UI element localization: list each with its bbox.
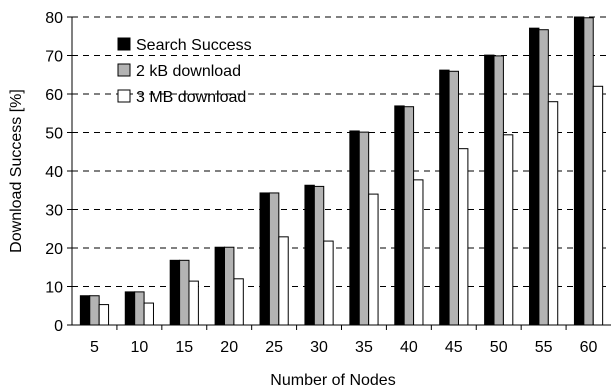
legend-label-2kb-download: 2 kB download: [136, 63, 241, 80]
x-tick-label-15: 15: [175, 339, 193, 356]
bar-search-success-50: [484, 54, 495, 326]
bar-3-mb-download-15: [188, 280, 199, 326]
y-tick-label-40: 40: [45, 164, 63, 181]
bar-search-success-10: [124, 291, 136, 326]
x-tick-label-40: 40: [400, 339, 418, 356]
x-tick-label-25: 25: [265, 339, 283, 356]
bar-search-success-45: [439, 69, 450, 326]
x-tick-label-55: 55: [535, 339, 553, 356]
bar-2-kb-download-20: [224, 246, 235, 326]
axes: [67, 16, 611, 330]
bar-2-kb-download-25: [268, 192, 280, 326]
x-tick-label-10: 10: [130, 339, 148, 356]
y-tick-label-60: 60: [45, 87, 63, 104]
bar-2-kb-download-10: [134, 291, 145, 326]
legend-label-search-success: Search Success: [136, 37, 252, 54]
y-tick-label-70: 70: [45, 49, 63, 66]
x-tick-label-50: 50: [490, 339, 508, 356]
legend-label-3mb-download: 3 MB download: [136, 89, 246, 106]
bar-3-mb-download-20: [233, 278, 244, 326]
bar-2-kb-download-5: [89, 295, 100, 326]
bar-search-success-35: [349, 130, 360, 326]
y-tick-label-20: 20: [45, 241, 63, 258]
y-tick-label-30: 30: [45, 203, 63, 220]
bar-search-success-40: [394, 105, 405, 326]
legend-swatch-3mb-download: [117, 89, 131, 103]
bar-2-kb-download-40: [403, 106, 415, 326]
bar-3-mb-download-55: [547, 101, 559, 326]
y-tick-label-80: 80: [45, 10, 63, 27]
bar-3-mb-download-45: [457, 148, 469, 326]
bar-3-mb-download-10: [143, 302, 154, 326]
bar-3-mb-download-40: [413, 179, 424, 326]
x-tick-label-30: 30: [310, 339, 328, 356]
x-tick-label-35: 35: [355, 339, 373, 356]
bar-3-mb-download-35: [368, 193, 379, 326]
x-tick-labels: 5 10 15 20 25 30 35 40 45 50 55 60: [90, 339, 598, 356]
bar-search-success-30: [304, 184, 315, 326]
bar-3-mb-download-25: [278, 236, 289, 326]
legend-swatch-2kb-download: [117, 63, 131, 77]
bar-2-kb-download-45: [448, 70, 459, 326]
bar-search-success-60: [573, 16, 585, 326]
bar-2-kb-download-15: [179, 259, 190, 326]
y-axis-title: Download Success [%]: [8, 89, 25, 253]
x-tick-label-45: 45: [445, 339, 463, 356]
bar-2-kb-download-35: [358, 131, 370, 326]
x-axis-title: Number of Nodes: [270, 372, 395, 389]
x-tick-label-5: 5: [90, 339, 99, 356]
x-tick-label-20: 20: [220, 339, 238, 356]
bar-2-kb-download-60: [583, 17, 594, 326]
bar-search-success-20: [214, 246, 226, 326]
bar-2-kb-download-50: [493, 55, 504, 326]
bar-3-mb-download-30: [323, 240, 334, 326]
bar-3-mb-download-60: [592, 85, 604, 326]
y-tick-label-50: 50: [45, 126, 63, 143]
legend: Search Success 2 kB download 3 MB downlo…: [117, 37, 252, 106]
y-tick-labels: 0 10 20 30 40 50 60 70 80: [45, 10, 63, 335]
x-tick-label-60: 60: [580, 339, 598, 356]
legend-swatch-search-success: [117, 37, 131, 51]
bar-2-kb-download-30: [313, 185, 325, 326]
y-tick-label-0: 0: [54, 318, 63, 335]
y-tick-label-10: 10: [45, 280, 63, 297]
bar-search-success-15: [169, 259, 181, 326]
bar-2-kb-download-55: [538, 29, 549, 326]
bar-3-mb-download-50: [502, 134, 514, 326]
bars: [79, 16, 604, 326]
bar-3-mb-download-5: [98, 304, 110, 326]
bar-search-success-5: [79, 295, 91, 326]
gridlines: [72, 16, 611, 287]
bar-search-success-25: [259, 192, 270, 326]
bar-search-success-55: [529, 27, 540, 326]
